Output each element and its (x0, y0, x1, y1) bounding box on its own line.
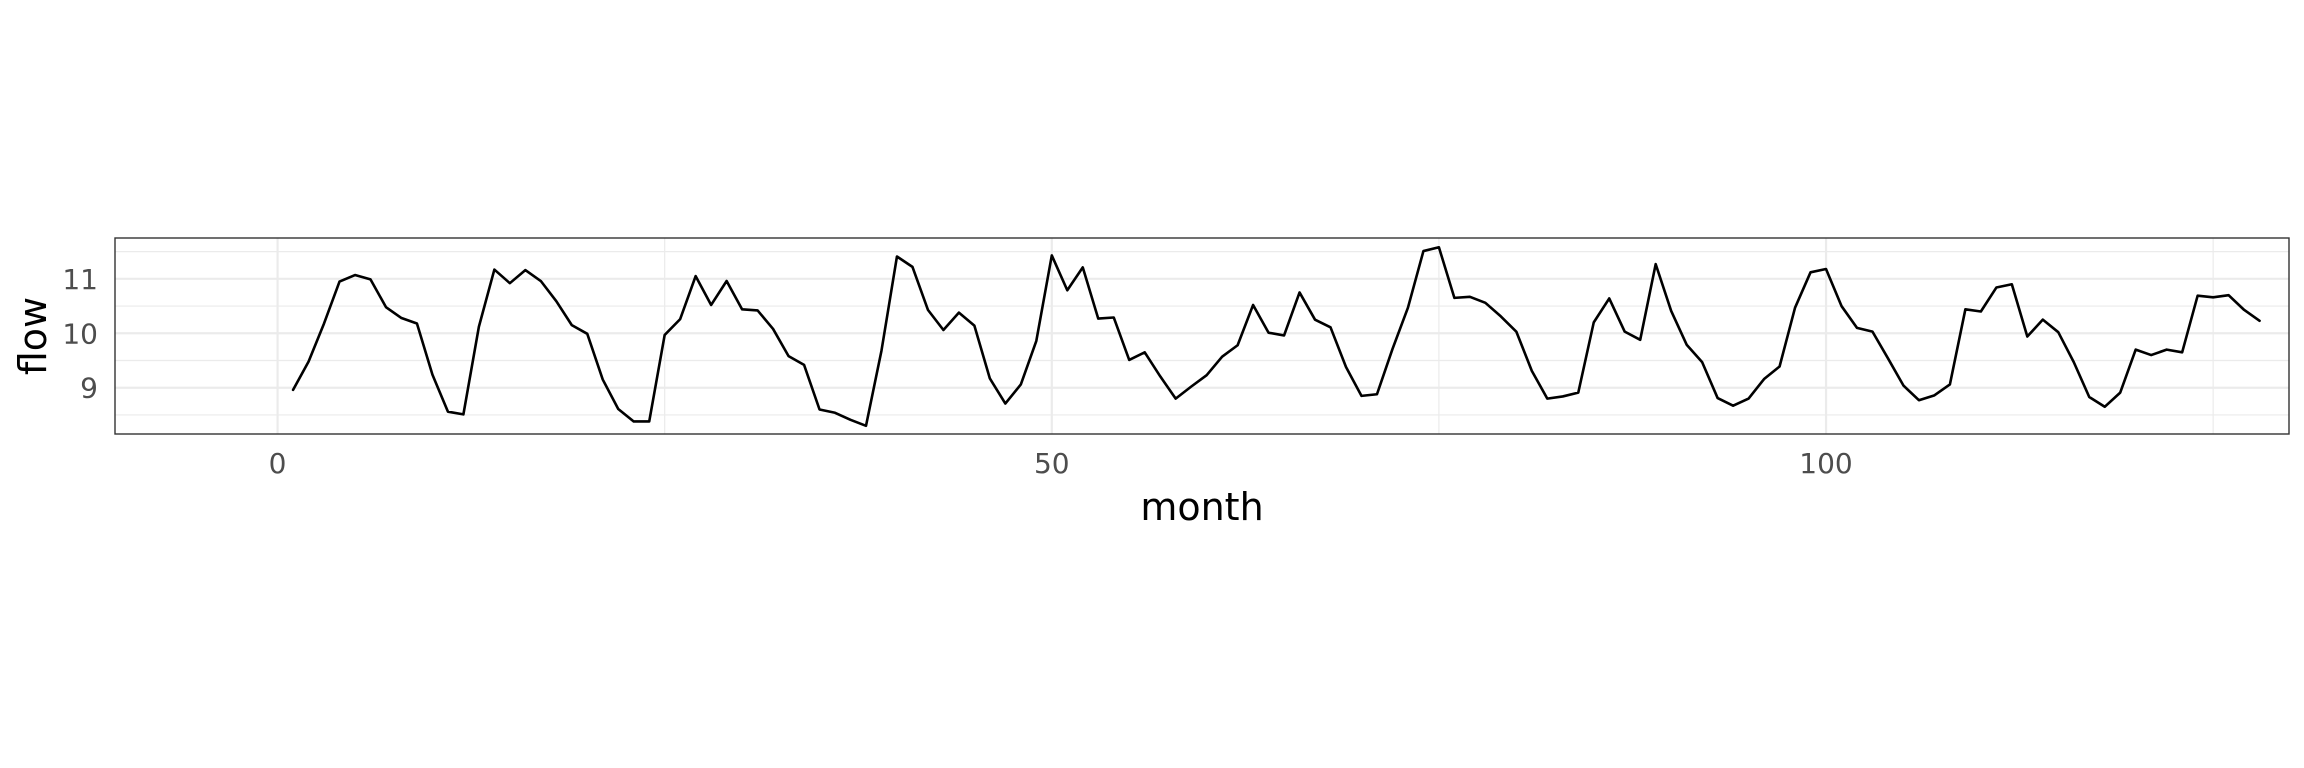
flow-series-line (291, 245, 2261, 428)
x-axis-tick-labels: 0 50 100 (269, 447, 1853, 480)
y-axis-tick-labels: 9 10 11 (62, 263, 98, 405)
x-axis-title: month (1140, 485, 1263, 529)
y-axis-title: flow (11, 297, 55, 375)
x-tick-label: 50 (1034, 447, 1070, 480)
x-tick-label: 100 (1799, 447, 1852, 480)
panel-border (114, 237, 2290, 435)
minor-gridlines (115, 238, 2289, 434)
y-tick-label: 9 (80, 372, 98, 405)
x-tick-label: 0 (269, 447, 287, 480)
y-tick-label: 11 (62, 263, 98, 296)
y-tick-label: 10 (62, 317, 98, 350)
